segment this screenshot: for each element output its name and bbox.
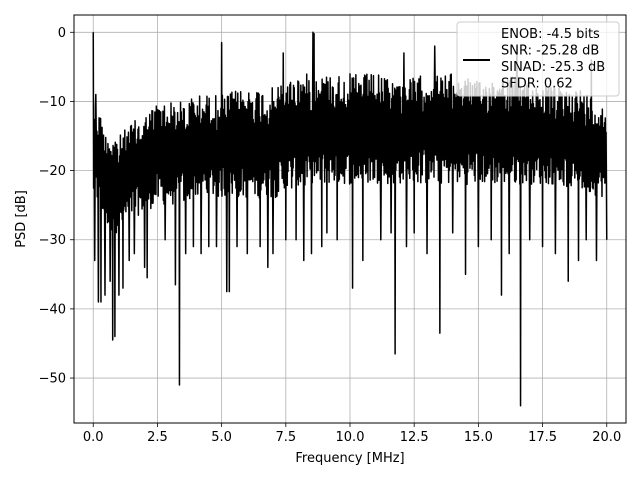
y-tick-label: −40 — [39, 302, 66, 317]
psd-line — [92, 31, 608, 407]
axis-ticks: 0.0 2.5 5.0 7.5 10.0 12.5 15.0 17.5 20.0 0 −10 −20 −… — [39, 26, 622, 445]
x-tick-label: 2.5 — [147, 430, 168, 445]
legend-enob: ENOB: -4.5 bits — [501, 27, 600, 42]
x-axis-label: Frequency [MHz] — [295, 451, 404, 466]
legend: ENOB: -4.5 bits SNR: -25.28 dB SINAD: -2… — [456, 21, 620, 97]
x-tick-label: 17.5 — [528, 430, 557, 445]
y-axis-label: PSD [dB] — [14, 190, 29, 248]
legend-sinad: SINAD: -25.3 dB — [501, 60, 605, 75]
x-tick-label: 12.5 — [400, 430, 429, 445]
legend-snr: SNR: -25.28 dB — [501, 44, 599, 59]
x-tick-label: 20.0 — [592, 430, 621, 445]
x-tick-label: 7.5 — [275, 430, 296, 445]
x-tick-label: 15.0 — [464, 430, 493, 445]
legend-box — [456, 21, 620, 97]
plot-area — [92, 31, 608, 407]
legend-sfdr: SFDR: 0.62 — [501, 77, 573, 92]
y-tick-label: −50 — [39, 372, 66, 387]
x-tick-label: 5.0 — [211, 430, 232, 445]
y-tick-label: −20 — [39, 164, 66, 179]
y-tick-label: −30 — [39, 233, 66, 248]
y-tick-label: 0 — [58, 26, 66, 41]
x-tick-label: 0.0 — [83, 430, 104, 445]
x-tick-label: 10.0 — [336, 430, 365, 445]
y-tick-label: −10 — [39, 95, 66, 110]
